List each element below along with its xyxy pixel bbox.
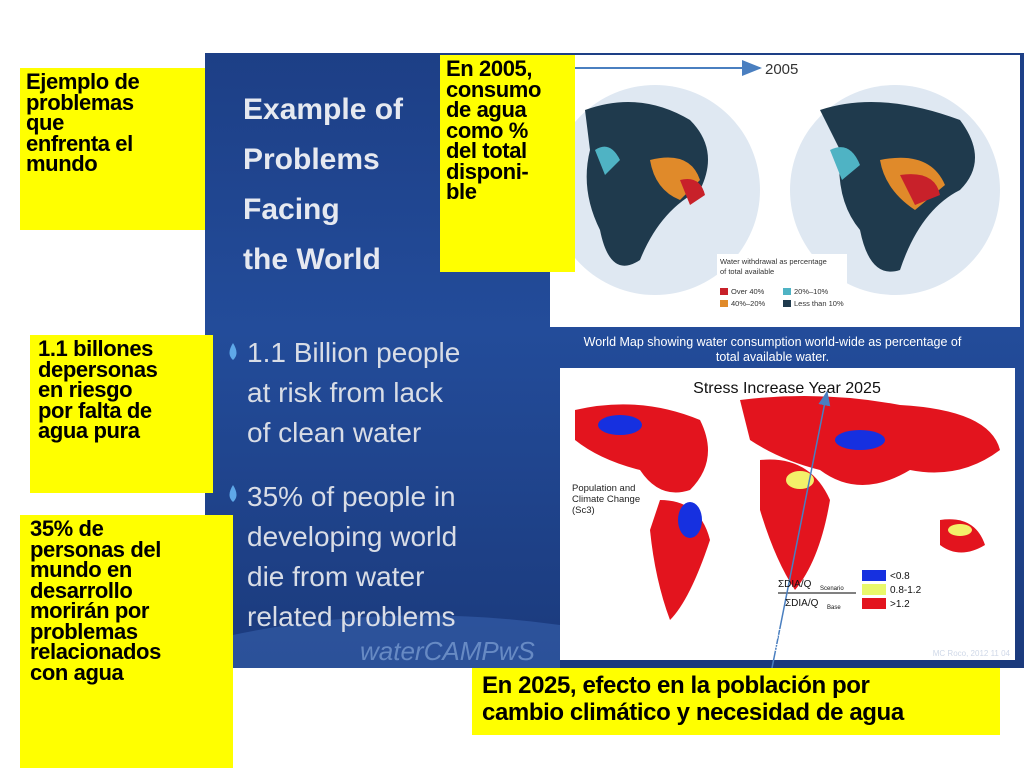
legend-label: Over 40% — [731, 287, 765, 296]
legend-swatch — [783, 300, 791, 307]
callout-line: consumo — [446, 76, 541, 102]
legend-swatch — [720, 300, 728, 307]
bullet-line: of clean water — [247, 417, 422, 448]
callout-line: problemas — [26, 89, 134, 115]
callout-line: relacionados — [30, 639, 161, 664]
legend-label: 0.8-1.2 — [890, 585, 922, 596]
callout: En 2005, consumo de agua como % del total dis… — [440, 55, 575, 272]
callout-line: morirán por — [30, 598, 150, 623]
callout-line: agua pura — [38, 418, 140, 443]
legend-swatch — [720, 288, 728, 295]
callout-line: Ejemplo de — [26, 69, 140, 94]
bullet-icon — [229, 485, 237, 502]
title-line: Example of — [243, 93, 404, 126]
callout-line: depersonas — [38, 356, 158, 382]
credit: MC Roco, 2012 11 04 — [933, 649, 1011, 658]
legend-swatch — [862, 570, 886, 581]
legend-title: of total available — [720, 267, 774, 276]
callout-line: personas del — [30, 536, 161, 562]
legend-label: <0.8 — [890, 571, 910, 582]
bullet-line: developing world — [247, 521, 458, 552]
bullet-line: related problems — [247, 601, 456, 632]
arrow — [771, 390, 831, 669]
legend-label: 20%–10% — [794, 287, 829, 296]
bullet: 1.1 Billion people at risk from lack of cl… — [247, 333, 460, 453]
callout-line: enfrenta el — [26, 130, 133, 156]
watermark: waterCAMPwS — [360, 636, 535, 666]
title-line: the World — [243, 243, 381, 276]
formula-subscript: Base — [827, 605, 841, 611]
legend-box — [717, 254, 847, 314]
callout-line: mundo — [26, 151, 98, 176]
callout-line: disponi- — [446, 158, 529, 184]
slide-title: Example of Problems Facing the World — [243, 85, 403, 285]
bullet-line: 1.1 Billion people — [247, 337, 461, 368]
callout: 1.1 billones depersonas en riesgo por falta… — [30, 335, 213, 493]
map-side-label: Population and — [572, 483, 635, 494]
caption-line: total available water. — [715, 350, 830, 364]
map-title: Stress Increase Year 2025 — [693, 380, 881, 397]
title-line: Problems — [243, 143, 380, 176]
map-side-label: Climate Change — [572, 494, 640, 505]
callout-line: que — [26, 110, 64, 135]
legend-label: 40%–20% — [731, 299, 766, 308]
legend-swatch — [783, 288, 791, 295]
map-side-label: (Sc3) — [572, 505, 595, 516]
map-label: 2005 — [765, 61, 798, 78]
callout: 35% de personas del mundo en desarrollo mori… — [20, 515, 233, 768]
legend-title: Water withdrawal as percentage — [720, 257, 827, 266]
legend-swatch — [862, 584, 886, 595]
bullet-line: die from water — [247, 561, 425, 592]
callout-line: desarrollo — [30, 577, 133, 603]
formula: ΣDIA/Q — [785, 598, 819, 609]
legend-swatch — [862, 598, 886, 609]
caption-line: World Map showing affect of population a… — [601, 625, 949, 639]
caption: World Map showing affect of population a… — [545, 625, 1005, 655]
callout-line: como % — [446, 117, 528, 143]
formula: ΣDIA/Q — [778, 579, 812, 590]
globe-land — [585, 102, 975, 272]
callout-line: de agua — [446, 97, 527, 122]
legend-label: Less than 10% — [794, 299, 844, 308]
callout-line: 35% de — [30, 516, 104, 541]
callout-line: cambio climático y necesidad de agua — [482, 699, 904, 726]
bullet-line: at risk from lack — [247, 377, 444, 408]
legend-label: >1.2 — [890, 599, 910, 610]
bullet-line: 35% of people in — [247, 481, 456, 512]
callout-line: del total — [446, 138, 527, 163]
callout-line: En 2005, — [446, 56, 533, 81]
caption-line: water stress. — [739, 640, 811, 654]
caption: World Map showing water consumption worl… — [525, 335, 1020, 365]
wave — [210, 615, 560, 668]
callout: Ejemplo de problemas que enfrenta el mundo — [20, 68, 205, 230]
callout: En 2025, efecto en la población por cambi… — [472, 668, 1000, 735]
bullet: 35% of people in developing world die from… — [247, 477, 457, 637]
stress-land — [575, 396, 1000, 620]
caption-line: World Map showing water consumption worl… — [583, 335, 962, 349]
callout-line: problemas — [30, 618, 138, 644]
callout-line: con agua — [30, 659, 124, 685]
title-line: Facing — [243, 193, 340, 226]
callout-line: en riesgo — [38, 377, 133, 402]
bullet-icon — [229, 343, 237, 360]
callout-line: mundo en — [30, 557, 132, 582]
callout-line: ble — [446, 179, 477, 204]
formula-subscript: Scenario — [820, 586, 844, 592]
callout-line: por falta de — [38, 397, 152, 423]
callout-line: En 2025, efecto en la población por — [482, 672, 870, 699]
callout-line: 1.1 billones — [38, 336, 154, 361]
